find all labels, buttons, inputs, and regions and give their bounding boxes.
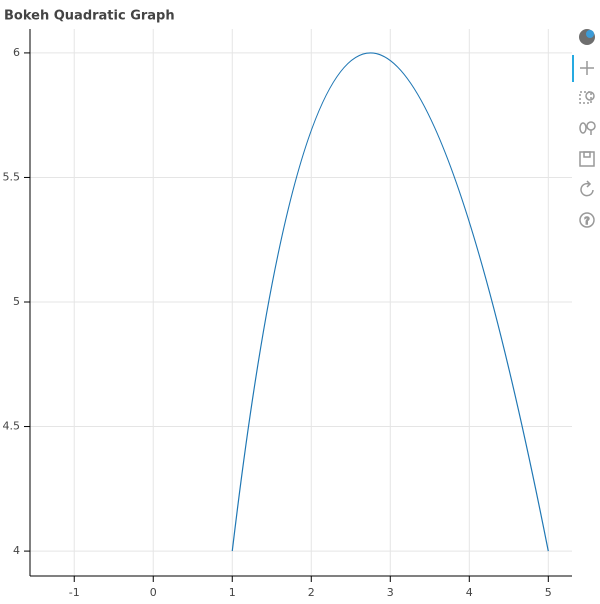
help-tool[interactable]: ?	[579, 212, 595, 228]
x-tick-label: 4	[466, 586, 473, 599]
chart-title: Bokeh Quadratic Graph	[4, 9, 175, 24]
y-tick-label: 5	[13, 295, 20, 308]
x-tick-label: 3	[387, 586, 394, 599]
save-tool[interactable]	[579, 151, 595, 167]
toolbar: ?	[572, 29, 596, 228]
y-tick-label: 4	[13, 544, 20, 557]
x-tick-label: 1	[229, 586, 236, 599]
x-tick-label: 2	[308, 586, 315, 599]
svg-text:?: ?	[584, 216, 589, 227]
y-tick-label: 6	[13, 46, 20, 59]
bokeh-logo	[579, 29, 595, 45]
x-tick-label: 5	[545, 586, 552, 599]
quadratic-curve	[231, 52, 549, 552]
reset-tool[interactable]	[580, 180, 594, 197]
x-tick-label: 0	[150, 586, 157, 599]
x-tick-label: -1	[69, 586, 80, 599]
box-zoom-tool[interactable]	[579, 91, 595, 104]
wheel-zoom-tool[interactable]	[579, 121, 596, 135]
pan-tool[interactable]	[580, 61, 594, 75]
y-tick-label: 4.5	[3, 420, 21, 433]
y-tick-label: 5.5	[3, 170, 21, 183]
